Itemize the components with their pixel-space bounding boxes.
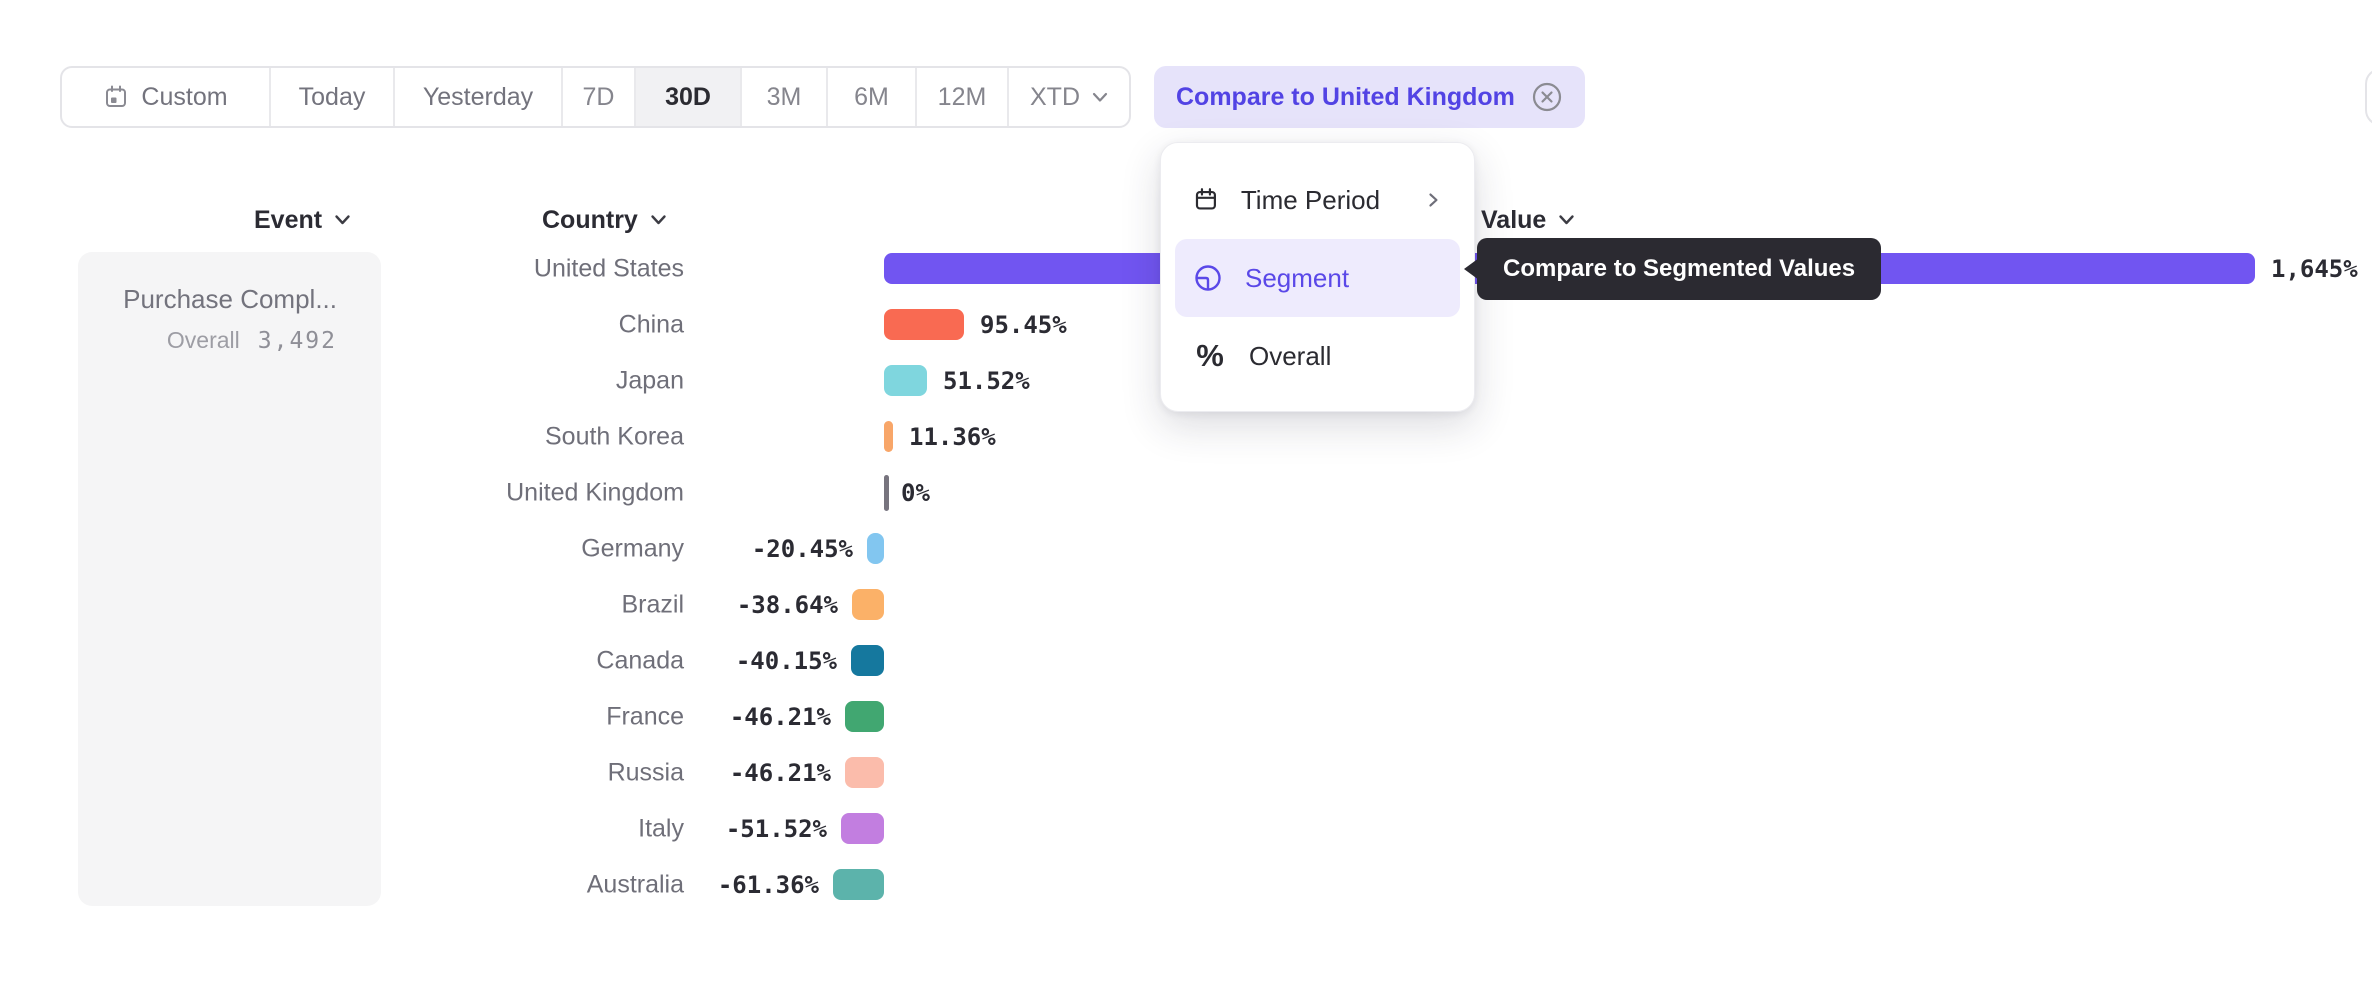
country-label: Australia	[586, 870, 684, 899]
chart-row-south-korea: South Korea 11.36%	[0, 409, 2372, 465]
chevron-down-icon	[1092, 92, 1108, 102]
bar-value: -46.21%	[729, 703, 831, 731]
bar-value: -20.45%	[751, 535, 853, 563]
bar-value: 11.36%	[909, 423, 996, 451]
date-range-6m-button[interactable]: 6M	[828, 68, 917, 126]
bar[interactable]	[851, 645, 884, 676]
date-range-30d-button[interactable]: 30D	[636, 68, 742, 126]
bar-value: -61.36%	[717, 871, 819, 899]
menu-item-label: Time Period	[1240, 184, 1381, 215]
date-range-label: 30D	[665, 82, 711, 111]
menu-item-time-period[interactable]: Time Period	[1175, 161, 1460, 239]
bar-value: -40.15%	[735, 647, 837, 675]
chart-row-france: France -46.21%	[0, 689, 2372, 745]
calendar-icon	[106, 85, 127, 107]
bar-value: -46.21%	[729, 759, 831, 787]
bar[interactable]	[841, 813, 884, 844]
bar[interactable]	[884, 365, 927, 396]
bar[interactable]	[845, 757, 884, 788]
chevron-down-icon	[335, 215, 350, 225]
chart-row-russia: Russia -46.21%	[0, 745, 2372, 801]
overall-value: 3,492	[257, 328, 337, 354]
bar[interactable]	[867, 533, 884, 564]
bar-value: -51.52%	[725, 815, 827, 843]
date-range-custom-button[interactable]: Custom	[62, 68, 271, 126]
bar-value: 51.52%	[943, 367, 1030, 395]
date-range-today-button[interactable]: Today	[271, 68, 395, 126]
country-label: France	[606, 702, 684, 731]
percent-icon: %	[1196, 338, 1224, 373]
date-range-3m-button[interactable]: 3M	[742, 68, 828, 126]
chart-row-japan: Japan 51.52%	[0, 353, 2372, 409]
country-label: Brazil	[621, 590, 684, 619]
date-range-label: XTD	[1030, 82, 1080, 111]
date-range-label: 6M	[854, 82, 889, 111]
menu-item-label: Segment	[1245, 262, 1350, 293]
event-panel[interactable]: Purchase Compl... Overall 3,492	[78, 252, 381, 906]
date-range-label: 3M	[766, 82, 802, 111]
country-label: Russia	[607, 758, 684, 787]
column-header-country[interactable]: Country	[542, 202, 667, 238]
date-range-label: Today	[298, 82, 366, 111]
tooltip-text: Compare to Segmented Values	[1503, 255, 1856, 282]
bar[interactable]	[833, 869, 884, 900]
column-header-label: Value	[1481, 205, 1547, 234]
chevron-down-icon	[1559, 215, 1575, 225]
bar[interactable]	[845, 701, 884, 732]
date-range-xtd-button[interactable]: XTD	[1009, 68, 1129, 126]
date-range-toolbar: Custom Today Yesterday 7D 30D 3M 6M 12M …	[60, 66, 1131, 128]
chart-row-united-kingdom: United Kingdom 0%	[0, 465, 2372, 521]
country-label: United Kingdom	[506, 478, 684, 507]
column-header-label: Country	[542, 205, 638, 234]
bar-value: -38.64%	[736, 591, 838, 619]
chevron-right-icon	[1429, 193, 1438, 207]
column-header-value[interactable]: Value	[1481, 202, 1575, 238]
column-header-event[interactable]: Event	[254, 202, 351, 238]
country-label: China	[618, 310, 684, 339]
date-range-label: Yesterday	[422, 82, 534, 111]
compare-chip-label: Compare to United Kingdom	[1176, 82, 1515, 111]
menu-item-overall[interactable]: % Overall	[1175, 317, 1460, 395]
event-overall: Overall 3,492	[98, 327, 337, 354]
chevron-down-icon	[651, 215, 666, 225]
overall-label: Overall	[166, 327, 240, 353]
tooltip: Compare to Segmented Values	[1477, 238, 1882, 300]
country-label: Italy	[638, 814, 684, 843]
bar-value: 1,645%	[2271, 255, 2358, 283]
date-range-yesterday-button[interactable]: Yesterday	[395, 68, 563, 126]
bar-value: 0%	[901, 479, 930, 507]
menu-item-label: Overall	[1249, 340, 1332, 371]
compare-options-menu: Time Period Segment % Overall	[1160, 142, 1475, 412]
chart-row-china: China 95.45%	[0, 297, 2372, 353]
country-label: Germany	[581, 534, 684, 563]
bar[interactable]	[884, 309, 964, 340]
chart-row-brazil: Brazil -38.64%	[0, 577, 2372, 633]
country-label: Canada	[596, 646, 684, 675]
country-label: South Korea	[545, 422, 684, 451]
chart-row-germany: Germany -20.45%	[0, 521, 2372, 577]
date-range-12m-button[interactable]: 12M	[917, 68, 1009, 126]
event-title: Purchase Compl...	[123, 284, 337, 314]
date-range-label: 12M	[937, 82, 987, 111]
bar[interactable]	[884, 421, 893, 452]
menu-item-segment[interactable]: Segment	[1175, 239, 1460, 317]
calendar-icon	[1195, 188, 1216, 210]
date-range-7d-button[interactable]: 7D	[563, 68, 636, 126]
compare-chip[interactable]: Compare to United Kingdom	[1154, 66, 1585, 128]
baseline-marker	[884, 475, 889, 511]
remove-compare-icon[interactable]	[1531, 81, 1563, 113]
bar-value: 95.45%	[980, 311, 1067, 339]
chart-row-canada: Canada -40.15%	[0, 633, 2372, 689]
chart-row-italy: Italy -51.52%	[0, 801, 2372, 857]
country-label: United States	[533, 254, 684, 283]
country-label: Japan	[615, 366, 684, 395]
column-header-label: Event	[254, 205, 323, 234]
date-range-label: Custom	[141, 82, 228, 111]
date-range-label: 7D	[582, 82, 615, 111]
chart-row-australia: Australia -61.36%	[0, 857, 2372, 913]
bar[interactable]	[852, 589, 884, 620]
segment-icon	[1195, 265, 1221, 291]
